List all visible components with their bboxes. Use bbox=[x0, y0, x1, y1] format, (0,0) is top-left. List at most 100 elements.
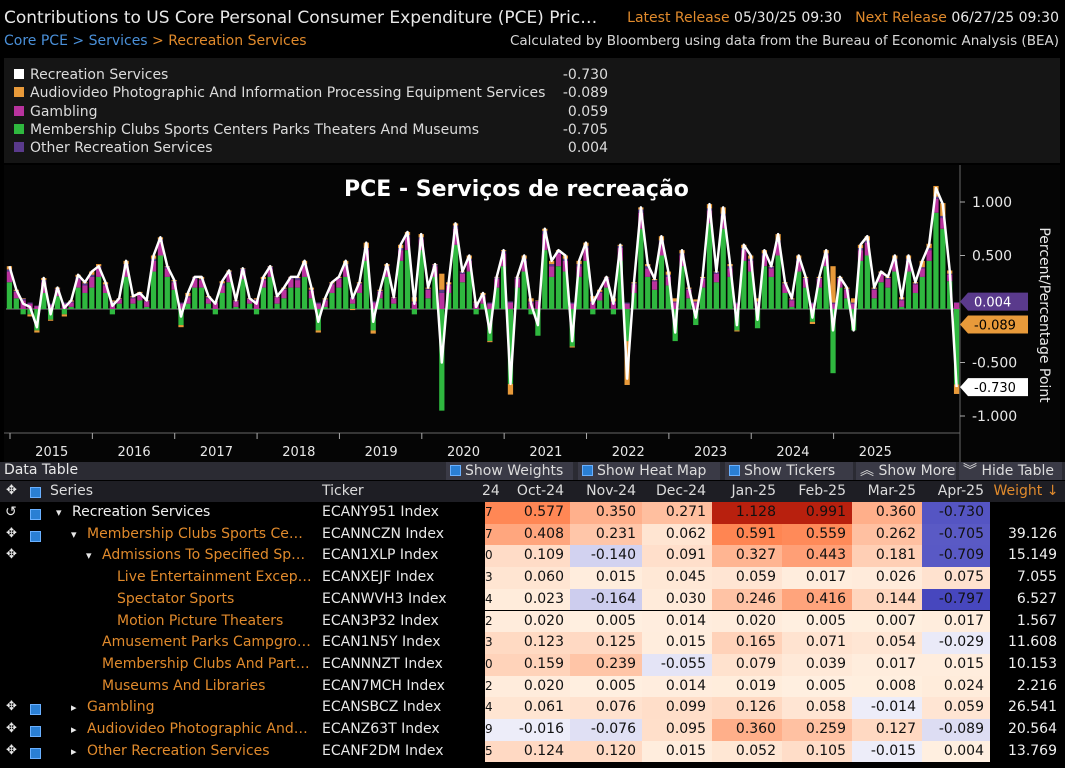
checkbox-icon bbox=[30, 530, 41, 542]
series-name: Spectator Sports bbox=[117, 590, 235, 607]
legend-item[interactable]: Gambling 0.059 bbox=[14, 104, 608, 122]
table-row[interactable]: ↺ ▾ Recreation Services ECANY951 Index 780.5… bbox=[0, 502, 1065, 524]
move-icon[interactable]: ✥ bbox=[6, 547, 17, 563]
move-icon[interactable]: ✥ bbox=[6, 525, 17, 541]
checkbox-icon bbox=[30, 487, 41, 498]
series-name: Museums And Libraries bbox=[102, 677, 266, 694]
crumb-recreation-services[interactable]: Recreation Services bbox=[168, 33, 307, 49]
bar-segment bbox=[507, 309, 514, 384]
column-header-ticker[interactable]: Ticker bbox=[322, 483, 364, 499]
bar-segment bbox=[878, 282, 884, 309]
expand-arrow-icon[interactable]: ▾ bbox=[71, 527, 77, 541]
chart-title: PCE - Serviços de recreação bbox=[344, 177, 689, 202]
column-header-month[interactable]: Feb-25 bbox=[798, 483, 846, 499]
move-icon[interactable]: ✥ bbox=[6, 483, 17, 498]
bar-segment bbox=[617, 260, 623, 309]
bar-segment bbox=[349, 303, 356, 309]
legend-swatch bbox=[14, 69, 24, 79]
bar-segment bbox=[398, 260, 404, 309]
table-row[interactable]: ✥ ▾ Membership Clubs Sports Ce… ECANNCZN In… bbox=[0, 523, 1065, 546]
data-cell: -0.089 bbox=[922, 719, 990, 741]
release-info: Latest Release 05/30/25 09:30 Next Relea… bbox=[627, 10, 1059, 26]
bar-segment bbox=[535, 300, 541, 302]
bar-segment bbox=[597, 300, 603, 309]
data-table-toolbar: Data Table Show Weights Show Heat Map Sh… bbox=[0, 462, 1065, 480]
x-tick-label: 2015 bbox=[35, 445, 68, 460]
data-cell: 0.054 bbox=[852, 632, 922, 654]
data-cell: 0.060 bbox=[492, 567, 570, 589]
show-tickers-toggle[interactable]: Show Tickers bbox=[725, 462, 853, 480]
column-header-month[interactable]: Mar-25 bbox=[867, 483, 916, 499]
y-tick-label: 0.500 bbox=[972, 249, 1012, 265]
legend-item[interactable]: Audiovideo Photographic And Information … bbox=[14, 85, 608, 103]
data-cell: 0.105 bbox=[782, 740, 852, 763]
data-cell: 0.120 bbox=[570, 740, 642, 763]
legend-item[interactable]: Recreation Services -0.730 bbox=[14, 67, 608, 85]
move-icon[interactable]: ✥ bbox=[6, 721, 17, 736]
column-header-month[interactable]: Apr-25 bbox=[937, 483, 984, 499]
legend-item[interactable]: Other Recreation Services 0.004 bbox=[14, 140, 608, 158]
expand-arrow-icon[interactable]: ▾ bbox=[86, 549, 92, 563]
bar-segment bbox=[535, 300, 541, 301]
data-cell: 59 bbox=[485, 740, 500, 763]
bar-segment bbox=[370, 330, 376, 334]
show-more-button[interactable]: ︽ Show More bbox=[856, 462, 956, 480]
crumb-services[interactable]: Services bbox=[88, 33, 148, 49]
show-weights-toggle[interactable]: Show Weights bbox=[446, 462, 573, 480]
data-cell: -0.140 bbox=[570, 545, 642, 568]
expand-arrow-icon[interactable]: ▸ bbox=[71, 744, 77, 758]
page-title: Contributions to US Core Personal Consum… bbox=[4, 8, 598, 28]
chart-area[interactable]: 1.000 0.500 -0.500 -1.000 2015 2016 2017 2018 20… bbox=[4, 165, 1060, 462]
bar-segment bbox=[89, 274, 95, 277]
expand-arrow-icon[interactable]: ▾ bbox=[56, 506, 62, 519]
bar-segment bbox=[844, 298, 850, 309]
expand-arrow-icon[interactable]: ▸ bbox=[71, 701, 77, 715]
data-cell: -0.015 bbox=[852, 740, 922, 763]
bar-segment bbox=[61, 314, 67, 317]
column-header-weight[interactable]: Weight ↓ bbox=[993, 483, 1059, 499]
column-header-partial[interactable]: 24 bbox=[482, 483, 500, 499]
data-cell: 0.991 bbox=[782, 502, 852, 524]
bar-segment bbox=[27, 302, 33, 304]
move-icon[interactable]: ✥ bbox=[6, 742, 17, 758]
column-header-month[interactable]: Nov-24 bbox=[586, 483, 636, 499]
bar-segment bbox=[432, 276, 438, 309]
hide-table-button[interactable]: ︾ Hide Table bbox=[959, 462, 1062, 480]
weight-value: 7.055 bbox=[1016, 569, 1057, 586]
bar-segment bbox=[137, 300, 143, 309]
y-tick-label: -1.000 bbox=[972, 409, 1017, 425]
bar-segment bbox=[384, 276, 390, 309]
table-row[interactable]: Amusement Parks Campgro… ECAN1N5Y Index 35… bbox=[0, 632, 1065, 654]
y-axis-label: Percent/Percentage Point bbox=[1036, 227, 1052, 403]
bar-segment bbox=[754, 302, 761, 309]
column-header-series[interactable]: Series bbox=[50, 483, 94, 499]
bar-segment bbox=[748, 271, 754, 309]
bar-segment bbox=[542, 250, 548, 309]
back-icon[interactable]: ↺ bbox=[5, 504, 17, 520]
table-row[interactable]: ✥ ▸ Other Recreation Services ECANF2DM Inde… bbox=[0, 740, 1065, 763]
column-header-month[interactable]: Jan-25 bbox=[731, 483, 776, 499]
show-heat-map-toggle[interactable]: Show Heat Map bbox=[578, 462, 720, 480]
double-chevron-down-icon: ︾ bbox=[963, 463, 982, 479]
bar-segment bbox=[150, 271, 157, 309]
crumb-core-pce[interactable]: Core PCE bbox=[4, 33, 68, 49]
checkbox-icon bbox=[450, 465, 461, 476]
move-icon[interactable]: ✥ bbox=[6, 699, 17, 715]
legend-item[interactable]: Membership Clubs Sports Centers Parks Th… bbox=[14, 122, 608, 140]
bar-segment bbox=[356, 284, 363, 293]
column-header-month[interactable]: Oct-24 bbox=[516, 483, 564, 499]
table-row[interactable]: ✥ ▸ Gambling ECANSBCZ Index 480.0610.0760.09… bbox=[0, 697, 1065, 719]
table-row[interactable]: Live Entertainment Excep… ECANXEJF Index 3… bbox=[0, 567, 1065, 589]
table-row[interactable]: Membership Clubs And Part… ECANNNZT Index… bbox=[0, 653, 1065, 676]
table-row[interactable]: ✥ ▸ Audiovideo Photographic And… ECANZ63T I… bbox=[0, 719, 1065, 741]
column-header-month[interactable]: Dec-24 bbox=[656, 483, 706, 499]
data-cell: 0.271 bbox=[642, 502, 712, 524]
bar-segment bbox=[82, 283, 88, 286]
data-cell: 0.165 bbox=[712, 632, 782, 654]
table-row[interactable]: ✥ ▾ Admissions To Specified Sp… ECAN1XLP In… bbox=[0, 545, 1065, 568]
expand-arrow-icon[interactable]: ▸ bbox=[71, 723, 77, 736]
bar-segment bbox=[308, 290, 315, 299]
